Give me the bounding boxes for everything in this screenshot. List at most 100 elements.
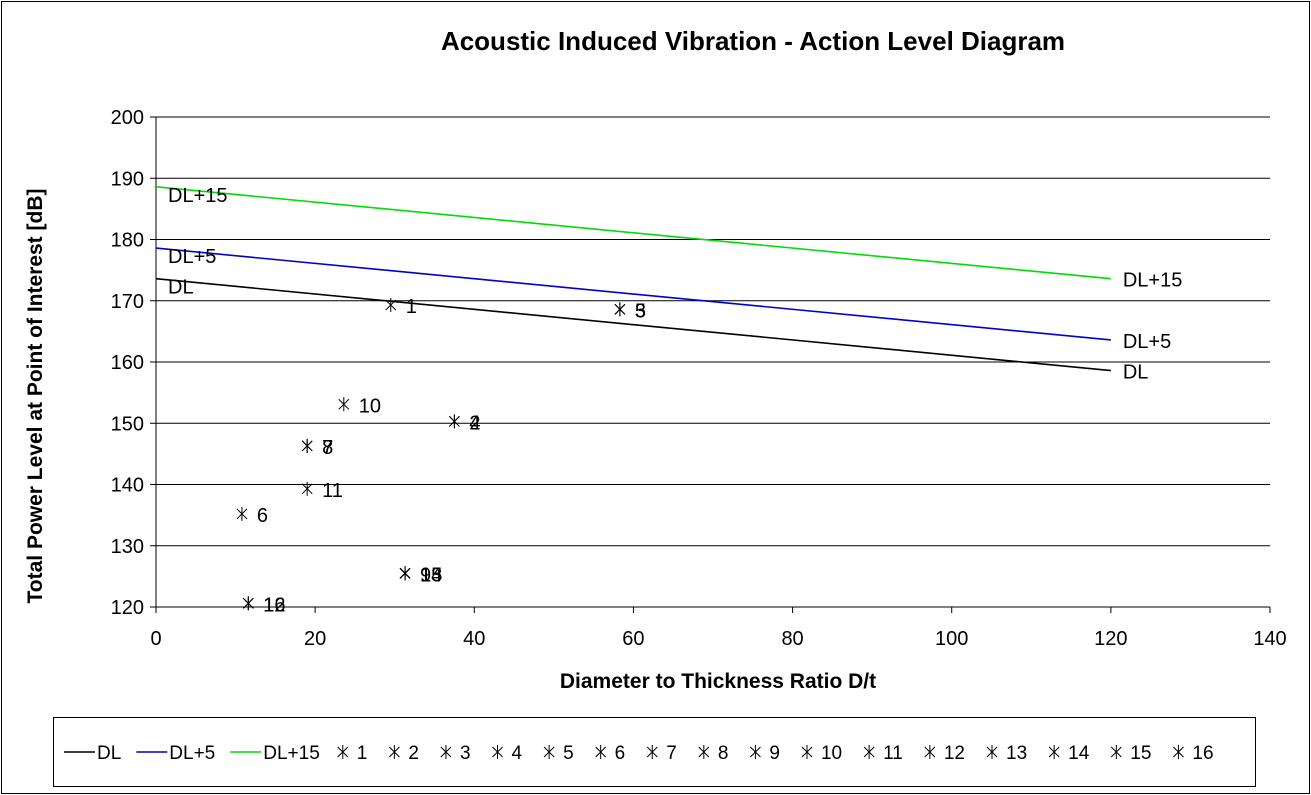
x-tick-label: 60 <box>622 628 644 650</box>
legend-item-7: 7 <box>646 743 677 764</box>
point-marker-11 <box>301 481 313 496</box>
point-marker-10 <box>338 397 350 412</box>
legend-swatch <box>1110 745 1122 759</box>
point-marker-16 <box>242 596 254 611</box>
x-tick-label: 80 <box>781 628 803 650</box>
point-label-6: 6 <box>257 505 268 527</box>
point-label-13: 13 <box>420 564 442 586</box>
point-label-4: 4 <box>469 412 480 434</box>
point-label-7: 7 <box>322 437 333 459</box>
line-end-label: DL <box>1123 362 1149 384</box>
legend-item-DL+5: DL+5 <box>136 743 215 764</box>
legend-item-16: 16 <box>1173 743 1214 764</box>
legend-swatch <box>924 745 936 759</box>
legend-swatch <box>1048 745 1060 759</box>
point-marker-4 <box>448 414 460 429</box>
legend-label: 9 <box>769 743 780 764</box>
x-tick-label: 40 <box>463 628 485 650</box>
legend-label: 10 <box>821 743 842 764</box>
legend-label: 1 <box>357 743 368 764</box>
line-start-label: DL+15 <box>168 185 228 207</box>
legend-item-4: 4 <box>492 743 523 764</box>
point-label-2: 2 <box>469 412 480 434</box>
legend-label: 16 <box>1192 743 1213 764</box>
point-marker-1 <box>385 298 397 313</box>
legend-label: DL+5 <box>169 743 215 764</box>
y-tick-label: 160 <box>111 352 144 374</box>
point-label-16: 16 <box>263 594 285 616</box>
y-tick-label: 140 <box>111 475 144 497</box>
point-label-8: 8 <box>322 437 333 459</box>
point-label-12: 12 <box>263 594 285 616</box>
legend-item-9: 9 <box>750 743 780 764</box>
legend-item-DL: DL <box>64 743 121 764</box>
legend-label: 8 <box>718 743 729 764</box>
legend-swatch <box>986 745 998 759</box>
legend-label: 4 <box>512 743 523 764</box>
legend-swatch <box>698 745 710 759</box>
x-tick-label: 0 <box>150 628 161 650</box>
legend-swatch <box>492 745 503 759</box>
point-label-3: 3 <box>635 300 646 322</box>
legend-swatch <box>337 745 349 759</box>
line-start-label: DL <box>168 277 194 299</box>
point-marker-5 <box>614 302 626 317</box>
legend-item-11: 11 <box>863 743 903 764</box>
legend-item-15: 15 <box>1110 743 1151 764</box>
legend-swatch <box>646 745 658 759</box>
y-tick-label: 190 <box>111 168 144 190</box>
legend-swatch <box>595 745 607 759</box>
point-marker-8 <box>301 438 313 453</box>
y-tick-label: 200 <box>111 107 144 129</box>
legend-label: 5 <box>563 743 574 764</box>
legend-swatch <box>543 745 555 759</box>
legend-item-10: 10 <box>801 743 842 764</box>
legend-swatch <box>1173 745 1184 759</box>
legend-swatch <box>863 745 875 759</box>
legend: DL DL+5 DL+15 1 2 3 4 5 6 7 8 9 10 11 12 13 14 15 16 <box>64 743 1214 764</box>
y-axis-title: Total Power Level at Point of Interest [… <box>24 189 47 604</box>
legend-item-DL+15: DL+15 <box>230 743 320 764</box>
legend-label: 15 <box>1130 743 1151 764</box>
point-label-9: 9 <box>420 564 431 586</box>
legend-label: 12 <box>944 743 965 764</box>
point-label-11: 11 <box>322 480 343 502</box>
x-tick-label: 140 <box>1253 628 1286 650</box>
legend-label: 11 <box>883 743 903 764</box>
legend-item-13: 13 <box>986 743 1027 764</box>
y-tick-label: 180 <box>111 230 144 252</box>
point-marker-15 <box>399 566 411 581</box>
chart-title: Acoustic Induced Vibration - Action Leve… <box>441 26 1065 56</box>
legend-item-3: 3 <box>440 743 471 764</box>
y-tick-label: 120 <box>111 597 144 619</box>
legend-item-12: 12 <box>924 743 965 764</box>
legend-label: 7 <box>666 743 677 764</box>
line-end-label: DL+15 <box>1123 270 1183 292</box>
point-label-10: 10 <box>359 395 381 417</box>
legend-label: 6 <box>615 743 626 764</box>
axes: 120 130 140 150 160 170 180 190 200 0 20 40 60 80 100 1… <box>111 107 1287 650</box>
grid-lines <box>156 116 1270 547</box>
legend-item-1: 1 <box>337 743 368 764</box>
point-label-14: 14 <box>420 564 442 586</box>
legend-item-14: 14 <box>1048 743 1090 764</box>
legend-swatch <box>440 745 452 759</box>
x-axis-title: Diameter to Thickness Ratio D/t <box>560 670 876 693</box>
line-end-label: DL+5 <box>1123 331 1171 353</box>
x-tick-label: 120 <box>1094 628 1127 650</box>
legend-label: 14 <box>1068 743 1090 764</box>
x-tick-label: 20 <box>304 628 326 650</box>
legend-item-8: 8 <box>698 743 729 764</box>
series-line-DL <box>155 277 1111 372</box>
series-line-DL+15 <box>155 186 1111 280</box>
legend-swatch <box>388 745 400 759</box>
series-line-DL+5 <box>155 247 1111 341</box>
y-tick-label: 150 <box>111 413 144 435</box>
legend-label: DL <box>97 743 121 764</box>
legend-swatch <box>801 745 813 759</box>
point-marker-6 <box>236 506 248 521</box>
legend-swatch <box>750 745 761 759</box>
x-tick-label: 100 <box>935 628 968 650</box>
